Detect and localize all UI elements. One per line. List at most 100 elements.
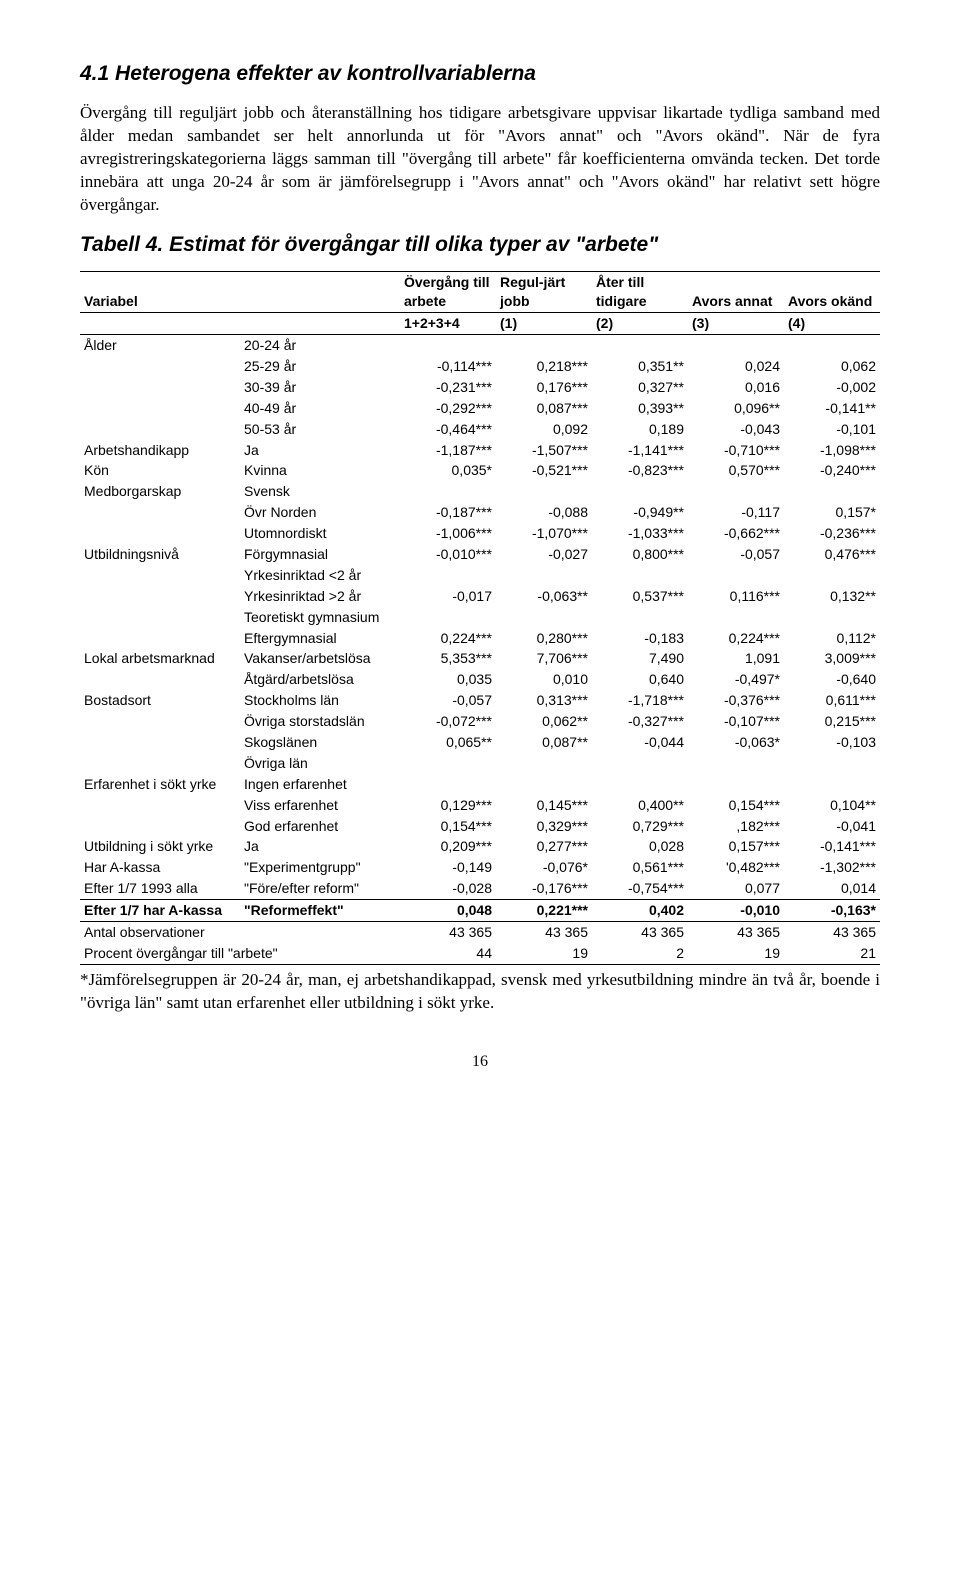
row-group: Arbetshandikapp: [80, 440, 240, 461]
row-group: Utbildningsnivå: [80, 544, 240, 565]
row-group: [80, 356, 240, 377]
row-group: Ålder: [80, 335, 240, 356]
cell-value: [400, 335, 496, 356]
cell-value: 0,096**: [688, 398, 784, 419]
cell-value: 0,611***: [784, 690, 880, 711]
row-group: Bostadsort: [80, 690, 240, 711]
row-label: Yrkesinriktad <2 år: [240, 565, 400, 586]
cell-value: 43 365: [688, 921, 784, 942]
cell-value: 0,112*: [784, 628, 880, 649]
cell-value: 0,087**: [496, 732, 592, 753]
cell-value: 0,729***: [592, 816, 688, 837]
cell-value: [496, 774, 592, 795]
cell-value: 19: [496, 943, 592, 964]
col-header-5: Avors okänd: [784, 272, 880, 313]
cell-value: -0,497*: [688, 669, 784, 690]
cell-value: 43 365: [496, 921, 592, 942]
cell-value: 0,327**: [592, 377, 688, 398]
cell-value: -0,640: [784, 669, 880, 690]
cell-value: -0,044: [592, 732, 688, 753]
cell-value: -0,063*: [688, 732, 784, 753]
row-group: [80, 816, 240, 837]
cell-value: 3,009***: [784, 648, 880, 669]
row-label: Åtgärd/arbetslösa: [240, 669, 400, 690]
cell-value: 0,351**: [592, 356, 688, 377]
cell-value: -0,002: [784, 377, 880, 398]
cell-value: -1,033***: [592, 523, 688, 544]
cell-value: [688, 753, 784, 774]
row-label: "Före/efter reform": [240, 878, 400, 899]
cell-value: -0,176***: [496, 878, 592, 899]
cell-value: -0,017: [400, 586, 496, 607]
row-group: [80, 398, 240, 419]
cell-value: 0,016: [688, 377, 784, 398]
cell-value: 0,570***: [688, 460, 784, 481]
col-header-2: Regul-järt jobb: [496, 272, 592, 313]
cell-value: -1,718***: [592, 690, 688, 711]
row-label: Yrkesinriktad >2 år: [240, 586, 400, 607]
cell-value: -0,043: [688, 419, 784, 440]
cell-value: 0,209***: [400, 836, 496, 857]
cell-value: 0,104**: [784, 795, 880, 816]
cell-value: -0,010***: [400, 544, 496, 565]
cell-value: 0,145***: [496, 795, 592, 816]
row-group: Erfarenhet i sökt yrke: [80, 774, 240, 795]
cell-value: -0,376***: [688, 690, 784, 711]
cell-value: 43 365: [784, 921, 880, 942]
row-group: [80, 628, 240, 649]
cell-value: -0,183: [592, 628, 688, 649]
cell-value: [688, 565, 784, 586]
cell-value: 0,010: [496, 669, 592, 690]
row-label: Övriga storstadslän: [240, 711, 400, 732]
col-header-4: Avors annat: [688, 272, 784, 313]
row-label: Ingen erfarenhet: [240, 774, 400, 795]
cell-value: 0,028: [592, 836, 688, 857]
col-subheader-1: 1+2+3+4: [400, 313, 496, 335]
row-label: Stockholms län: [240, 690, 400, 711]
cell-value: -0,107***: [688, 711, 784, 732]
cell-value: 7,706***: [496, 648, 592, 669]
cell-value: 0,087***: [496, 398, 592, 419]
cell-value: -0,754***: [592, 878, 688, 899]
section-heading: 4.1 Heterogena effekter av kontrollvaria…: [80, 60, 880, 88]
row-label: "Reformeffekt": [240, 900, 400, 922]
cell-value: 0,062**: [496, 711, 592, 732]
cell-value: -0,027: [496, 544, 592, 565]
cell-value: -0,010: [688, 900, 784, 922]
cell-value: 2: [592, 943, 688, 964]
cell-value: 0,092: [496, 419, 592, 440]
cell-value: -0,057: [688, 544, 784, 565]
row-label: Övriga län: [240, 753, 400, 774]
row-label: Ja: [240, 836, 400, 857]
cell-value: 0,221***: [496, 900, 592, 922]
cell-value: 0,537***: [592, 586, 688, 607]
row-label: Eftergymnasial: [240, 628, 400, 649]
row-group: [80, 565, 240, 586]
cell-value: 0,215***: [784, 711, 880, 732]
row-label: 20-24 år: [240, 335, 400, 356]
cell-value: -1,006***: [400, 523, 496, 544]
row-group: [80, 419, 240, 440]
cell-value: -0,041: [784, 816, 880, 837]
cell-value: -0,163*: [784, 900, 880, 922]
cell-value: [592, 753, 688, 774]
cell-value: -0,823***: [592, 460, 688, 481]
cell-value: -0,292***: [400, 398, 496, 419]
cell-value: 0,035: [400, 669, 496, 690]
cell-value: [688, 335, 784, 356]
cell-value: [784, 565, 880, 586]
cell-value: 0,224***: [400, 628, 496, 649]
cell-value: 0,154***: [400, 816, 496, 837]
cell-value: 0,157*: [784, 502, 880, 523]
row-group: Kön: [80, 460, 240, 481]
cell-value: 7,490: [592, 648, 688, 669]
row-label: Viss erfarenhet: [240, 795, 400, 816]
cell-value: 0,189: [592, 419, 688, 440]
cell-value: 0,024: [688, 356, 784, 377]
section-paragraph: Övergång till reguljärt jobb och återans…: [80, 102, 880, 217]
cell-value: [784, 753, 880, 774]
cell-value: -0,117: [688, 502, 784, 523]
row-label: Svensk: [240, 481, 400, 502]
cell-value: 0,157***: [688, 836, 784, 857]
cell-value: [496, 335, 592, 356]
